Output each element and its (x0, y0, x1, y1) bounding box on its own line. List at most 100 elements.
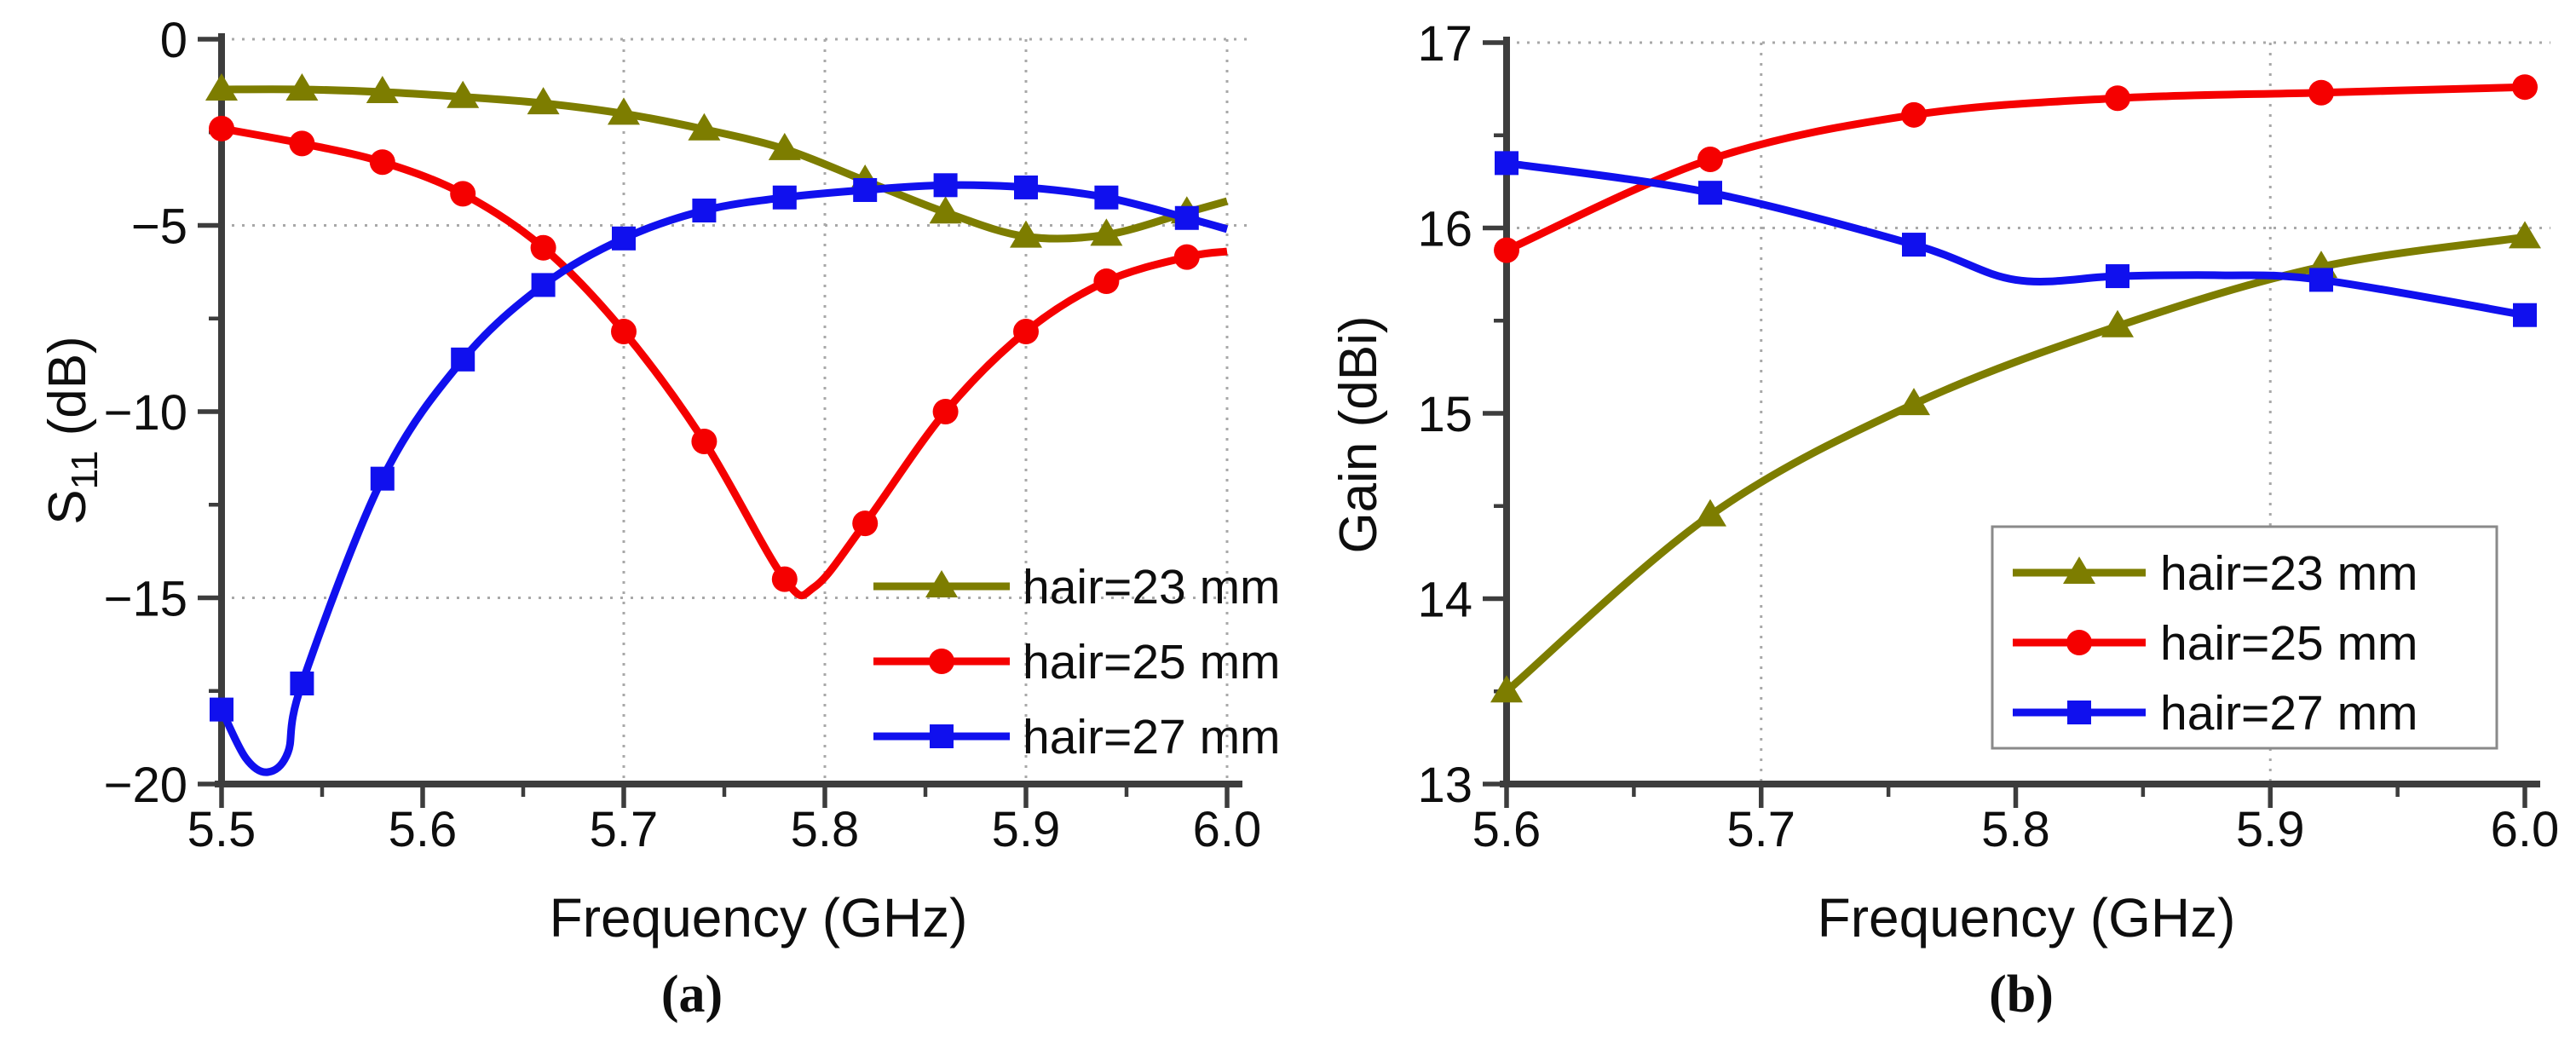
series-hair=25 mm (1494, 74, 2538, 263)
legend-marker-circle (929, 649, 954, 674)
panel-a-caption: (a) (660, 966, 723, 1024)
legend-item-hair=23 mm: hair=23 mm (873, 560, 1281, 614)
series-marker-hair=27 mm (612, 226, 636, 251)
series-marker-hair=25 mm (1901, 101, 1927, 128)
panel-a-legend: hair=23 mm hair=25 mm hair=27 mm (873, 560, 1281, 764)
series-marker-hair=27 mm (772, 185, 797, 210)
series-marker-hair=23 mm (2101, 309, 2134, 337)
legend-label: hair=23 mm (2160, 546, 2418, 601)
y-tick-label-−20: −20 (104, 758, 187, 813)
series-line-hair=23 mm (1504, 233, 2526, 695)
x-tick-label-5.5: 5.5 (187, 802, 256, 857)
series-marker-hair=25 mm (1173, 244, 1200, 270)
series-marker-hair=25 mm (611, 319, 637, 345)
panel-b-ticks (1483, 40, 2527, 808)
legend-marker-square (930, 724, 954, 748)
series-marker-hair=23 mm (608, 97, 640, 125)
panel-b-legend: hair=23 mm hair=25 mm hair=27 mm (1991, 525, 2498, 750)
series-marker-hair=27 mm (1902, 233, 1926, 257)
series-marker-hair=25 mm (1013, 319, 1039, 345)
series-marker-hair=25 mm (1697, 147, 1723, 173)
series-marker-hair=27 mm (370, 466, 395, 491)
series-marker-hair=25 mm (289, 130, 315, 157)
series-marker-hair=23 mm (527, 87, 560, 115)
y-tick-label-17: 17 (1417, 16, 1472, 72)
y-tick-label-16: 16 (1417, 202, 1472, 257)
legend-marker-triangle (2063, 556, 2095, 584)
x-tick-label-5.7: 5.7 (1726, 802, 1795, 857)
series-marker-hair=27 mm (1174, 205, 1199, 230)
series-marker-hair=27 mm (2106, 264, 2129, 289)
series-line-hair=27 mm (1506, 159, 2526, 320)
legend-item-hair=25 mm: hair=25 mm (2013, 616, 2418, 671)
y-tick-label-14: 14 (1417, 573, 1472, 628)
legend-label: hair=23 mm (1023, 560, 1281, 614)
y-tick-label-−5: −5 (131, 199, 187, 255)
panel-b-caption: (b) (1989, 966, 2054, 1024)
y-tick-label-−10: −10 (104, 385, 187, 441)
x-tick-label-5.8: 5.8 (791, 802, 860, 857)
panel-b-gridlines (1507, 41, 2550, 784)
panel-b-tick-labels: 5.6 5.7 5.8 5.9 6.0 17 16 15 14 13 (1417, 16, 2559, 857)
series-marker-hair=27 mm (210, 697, 233, 722)
series-marker-hair=25 mm (1093, 268, 1120, 295)
series-marker-hair=25 mm (2512, 74, 2538, 101)
series-marker-hair=25 mm (2105, 85, 2130, 112)
series-marker-hair=25 mm (771, 566, 798, 592)
series-marker-hair=25 mm (852, 510, 879, 537)
x-tick-label-6.0: 6.0 (1193, 802, 1262, 857)
legend-item-hair=27 mm: hair=27 mm (2013, 686, 2418, 741)
series-marker-hair=23 mm (366, 76, 399, 104)
series-marker-hair=23 mm (447, 80, 480, 108)
series-marker-hair=27 mm (853, 177, 878, 202)
series-marker-hair=27 mm (290, 672, 314, 696)
x-tick-label-5.8: 5.8 (1981, 802, 2050, 857)
series-marker-hair=25 mm (691, 428, 717, 454)
y-tick-label-0: 0 (160, 13, 187, 68)
panel-a-ticks (198, 37, 1230, 808)
series-line-hair=25 mm (1505, 83, 2526, 254)
series-marker-hair=27 mm (2513, 303, 2537, 327)
panel-a: 5.5 5.6 5.7 5.8 5.9 6.0 0 −5 −10 −15 −20 hair=23 mm… (38, 13, 1281, 857)
legend-item-hair=27 mm: hair=27 mm (873, 710, 1281, 764)
series-marker-hair=23 mm (1490, 675, 1523, 703)
series-marker-hair=23 mm (285, 72, 319, 101)
series-marker-hair=23 mm (1010, 220, 1042, 248)
series-marker-hair=27 mm (1698, 181, 1722, 205)
legend-marker-square (2067, 701, 2091, 724)
series-marker-hair=27 mm (1094, 185, 1119, 210)
series-marker-hair=23 mm (1090, 218, 1123, 246)
x-tick-label-5.9: 5.9 (2236, 802, 2305, 857)
x-tick-label-5.6: 5.6 (1472, 802, 1542, 857)
x-tick-label-5.6: 5.6 (389, 802, 458, 857)
series-marker-hair=23 mm (205, 72, 238, 101)
series-hair=27 mm (210, 173, 1229, 776)
series-marker-hair=27 mm (2309, 268, 2333, 292)
series-marker-hair=23 mm (768, 132, 801, 160)
panel-a-x-axis-title: Frequency (GHz) (549, 887, 968, 949)
legend-label: hair=27 mm (2160, 686, 2418, 741)
series-marker-hair=25 mm (369, 149, 395, 176)
panel-a-y-axis-title: S11 (dB) (38, 336, 106, 524)
x-tick-label-5.9: 5.9 (992, 802, 1061, 857)
series-marker-hair=25 mm (209, 115, 234, 141)
series-marker-hair=25 mm (932, 399, 959, 424)
series-hair=23 mm (205, 72, 1229, 248)
series-marker-hair=23 mm (688, 112, 721, 141)
legend-label: hair=25 mm (1023, 635, 1281, 689)
panel-a-tick-labels: 5.5 5.6 5.7 5.8 5.9 6.0 0 −5 −10 −15 −20 (104, 13, 1262, 857)
panel-b-y-axis-title: Gain (dBi) (1329, 315, 1388, 553)
series-marker-hair=27 mm (1014, 175, 1038, 199)
legend-label: hair=25 mm (2160, 616, 2418, 671)
series-marker-hair=23 mm (1694, 499, 1726, 527)
legend-label: hair=27 mm (1023, 710, 1281, 764)
series-hair=25 mm (209, 115, 1228, 600)
x-tick-label-5.7: 5.7 (590, 802, 659, 857)
y-tick-label-15: 15 (1417, 387, 1472, 442)
series-marker-hair=25 mm (1494, 237, 1519, 263)
series-marker-hair=27 mm (531, 273, 556, 297)
series-marker-hair=25 mm (530, 234, 556, 261)
series-line-hair=25 mm (221, 124, 1228, 600)
